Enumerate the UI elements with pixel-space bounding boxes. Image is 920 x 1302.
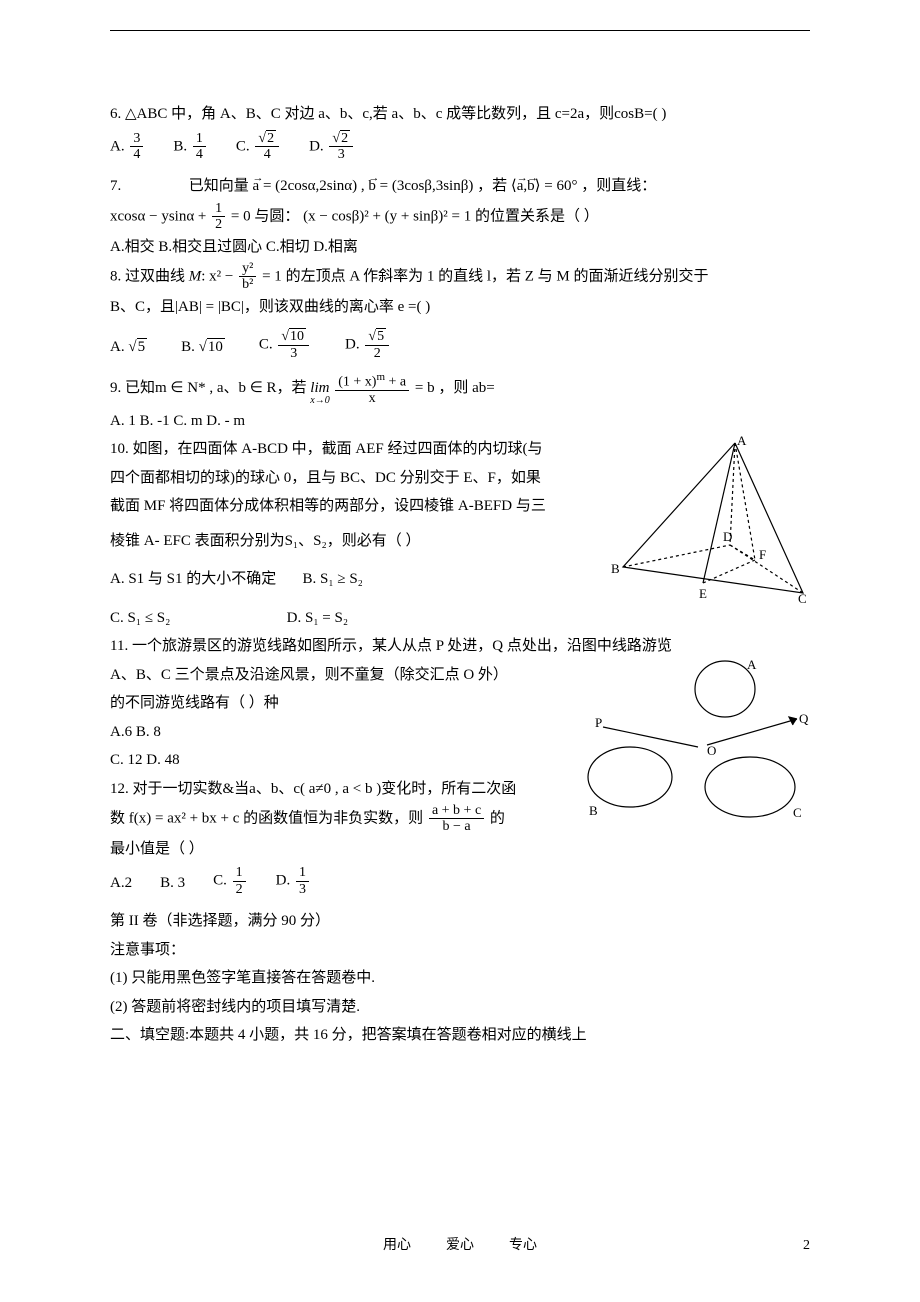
q8-opt-b: B. √10 (181, 333, 225, 362)
q6-opt-a: A. 34 (110, 131, 145, 163)
lbl-rB: B (589, 803, 598, 818)
q7-num: 7. (110, 178, 121, 194)
q12-l3: 最小值是（ ） (110, 835, 810, 864)
tail-l1: 第 II 卷（非选择题，满分 90 分） (110, 907, 810, 936)
q7-line1: 7. 已知向量 a = (2cosα,2sinα) , b = (3cosβ,3… (110, 172, 810, 201)
q7-l2eq: = 0 (231, 208, 251, 224)
q8-opt-c: C. √103 (259, 329, 311, 361)
q9-suf: ，则 ab= (438, 380, 494, 396)
q7-t2: = (2cosα,2sinα) , (263, 178, 365, 194)
q8-line1: 8. 过双曲线 M: x² − y²b² = 1 的左顶点 A 作斜率为 1 的… (110, 261, 810, 293)
lbl-rQ: Q (799, 711, 809, 726)
q10-opts-cd: C. S₁ ≤ S₂ D. S₁ = S₂ (110, 604, 810, 633)
footer-t2: 爱心 (446, 1238, 474, 1253)
lbl-C: C (798, 591, 807, 605)
q8-options: A. √5 B. √10 C. √103 D. √52 (110, 329, 810, 361)
q10-opt-b: B. S₁ ≥ S₂ (303, 571, 363, 587)
q7-l2b: 与圆： (254, 208, 299, 224)
q12-opt-d: D. 13 (276, 865, 311, 897)
vec-b2-icon: b (527, 178, 535, 194)
q10-opt-d: D. S₁ = S₂ (287, 610, 348, 626)
footer-t1: 用心 (383, 1238, 411, 1253)
q7-t3: = (3cosβ,3sinβ) (380, 178, 474, 194)
footer-page: 2 (803, 1233, 810, 1260)
q12-options: A.2 B. 3 C. 12 D. 13 (110, 865, 810, 897)
tail-l2: 注意事项： (110, 936, 810, 965)
lbl-rC: C (793, 805, 802, 820)
footer-t3: 专心 (509, 1238, 537, 1253)
lbl-rA: A (747, 657, 757, 672)
vec-a-icon: a (253, 178, 260, 194)
q9-pre: 9. 已知m ∈ N* , a、b ∈ R，若 (110, 380, 307, 396)
q7-options: A.相交 B.相交且过圆心 C.相切 D.相离 (110, 233, 810, 262)
q10-opt-a: A. S1 与 S1 的大小不确定 (110, 571, 276, 587)
q12-opt-c: C. 12 (213, 865, 248, 897)
page-content: 6. △ABC 中，角 A、B、C 对边 a、b、c,若 a、b、c 成等比数列… (110, 100, 810, 1050)
q7-t5: = 60° (544, 178, 577, 194)
lbl-D: D (723, 529, 732, 544)
vec-b-icon: b (368, 178, 376, 194)
lbl-A: A (737, 435, 747, 448)
q12-mid-a: 数 f(x) = ax² + bx + c 的函数值恒为非负实数，则 (110, 810, 423, 826)
q10-opt-c: C. S₁ ≤ S₂ (110, 610, 170, 626)
q7-line2: xcosα − ysinα + 12 = 0 与圆： (x − cosβ)² +… (110, 201, 810, 233)
q7-l2c: (x − cosβ)² + (y + sinβ)² = 1 (303, 208, 471, 224)
q12-opt-b: B. 3 (160, 869, 185, 898)
tail-l3: (1) 只能用黑色签字笔直接答在答题卷中. (110, 964, 810, 993)
q8-opt-a: A. √5 (110, 333, 147, 362)
route-figure: A P Q O B C (575, 657, 810, 827)
q6-opt-d: D. √23 (309, 131, 355, 163)
q8-pre: 8. 过双曲线 (110, 268, 185, 284)
q6-text: 6. △ABC 中，角 A、B、C 对边 a、b、c,若 a、b、c 成等比数列… (110, 100, 810, 129)
top-rule (110, 30, 810, 31)
q12-opt-a: A.2 (110, 869, 132, 898)
tetrahedron-figure: A B C D E F (595, 435, 810, 605)
q7-l2a: xcosα − ysinα + (110, 208, 210, 224)
q12-mid-b: 的 (490, 810, 505, 826)
q8-line2: B、C，且|AB| = |BC|，则该双曲线的离心率 e =( ) (110, 293, 810, 322)
lbl-rO: O (707, 743, 716, 758)
q9-options: A. 1 B. -1 C. m D. - m (110, 407, 810, 436)
q7-t4: ，若 (477, 178, 507, 194)
tail-l5: 二、填空题:本题共 4 小题，共 16 分，把答案填在答题卷相对应的横线上 (110, 1021, 810, 1050)
q7-t1: 已知向量 (189, 178, 249, 194)
q7-l2d: 的位置关系是（ ） (475, 208, 599, 224)
tail-l4: (2) 答题前将密封线内的项目填写清楚. (110, 993, 810, 1022)
vec-a2-icon: a (517, 178, 524, 194)
q6-options: A. 34 B. 14 C. √24 D. √23 (110, 131, 810, 163)
lbl-E: E (699, 586, 707, 601)
lbl-rP: P (595, 715, 602, 730)
q6-opt-b: B. 14 (173, 131, 208, 163)
lbl-B: B (611, 561, 620, 576)
q8-opt-d: D. √52 (345, 329, 391, 361)
q6-opt-c: C. √24 (236, 131, 281, 163)
q9-line1: 9. 已知m ∈ N* , a、b ∈ R，若 limx→0 (1 + x)m … (110, 371, 810, 406)
page-footer: 用心 爱心 专心 2 (0, 1233, 920, 1260)
q7-t6: ，则直线： (581, 178, 656, 194)
q8-mid: 的左顶点 A 作斜率为 1 的直线 l，若 Z 与 M 的面渐近线分别交于 (286, 268, 709, 284)
lbl-F: F (759, 547, 766, 562)
